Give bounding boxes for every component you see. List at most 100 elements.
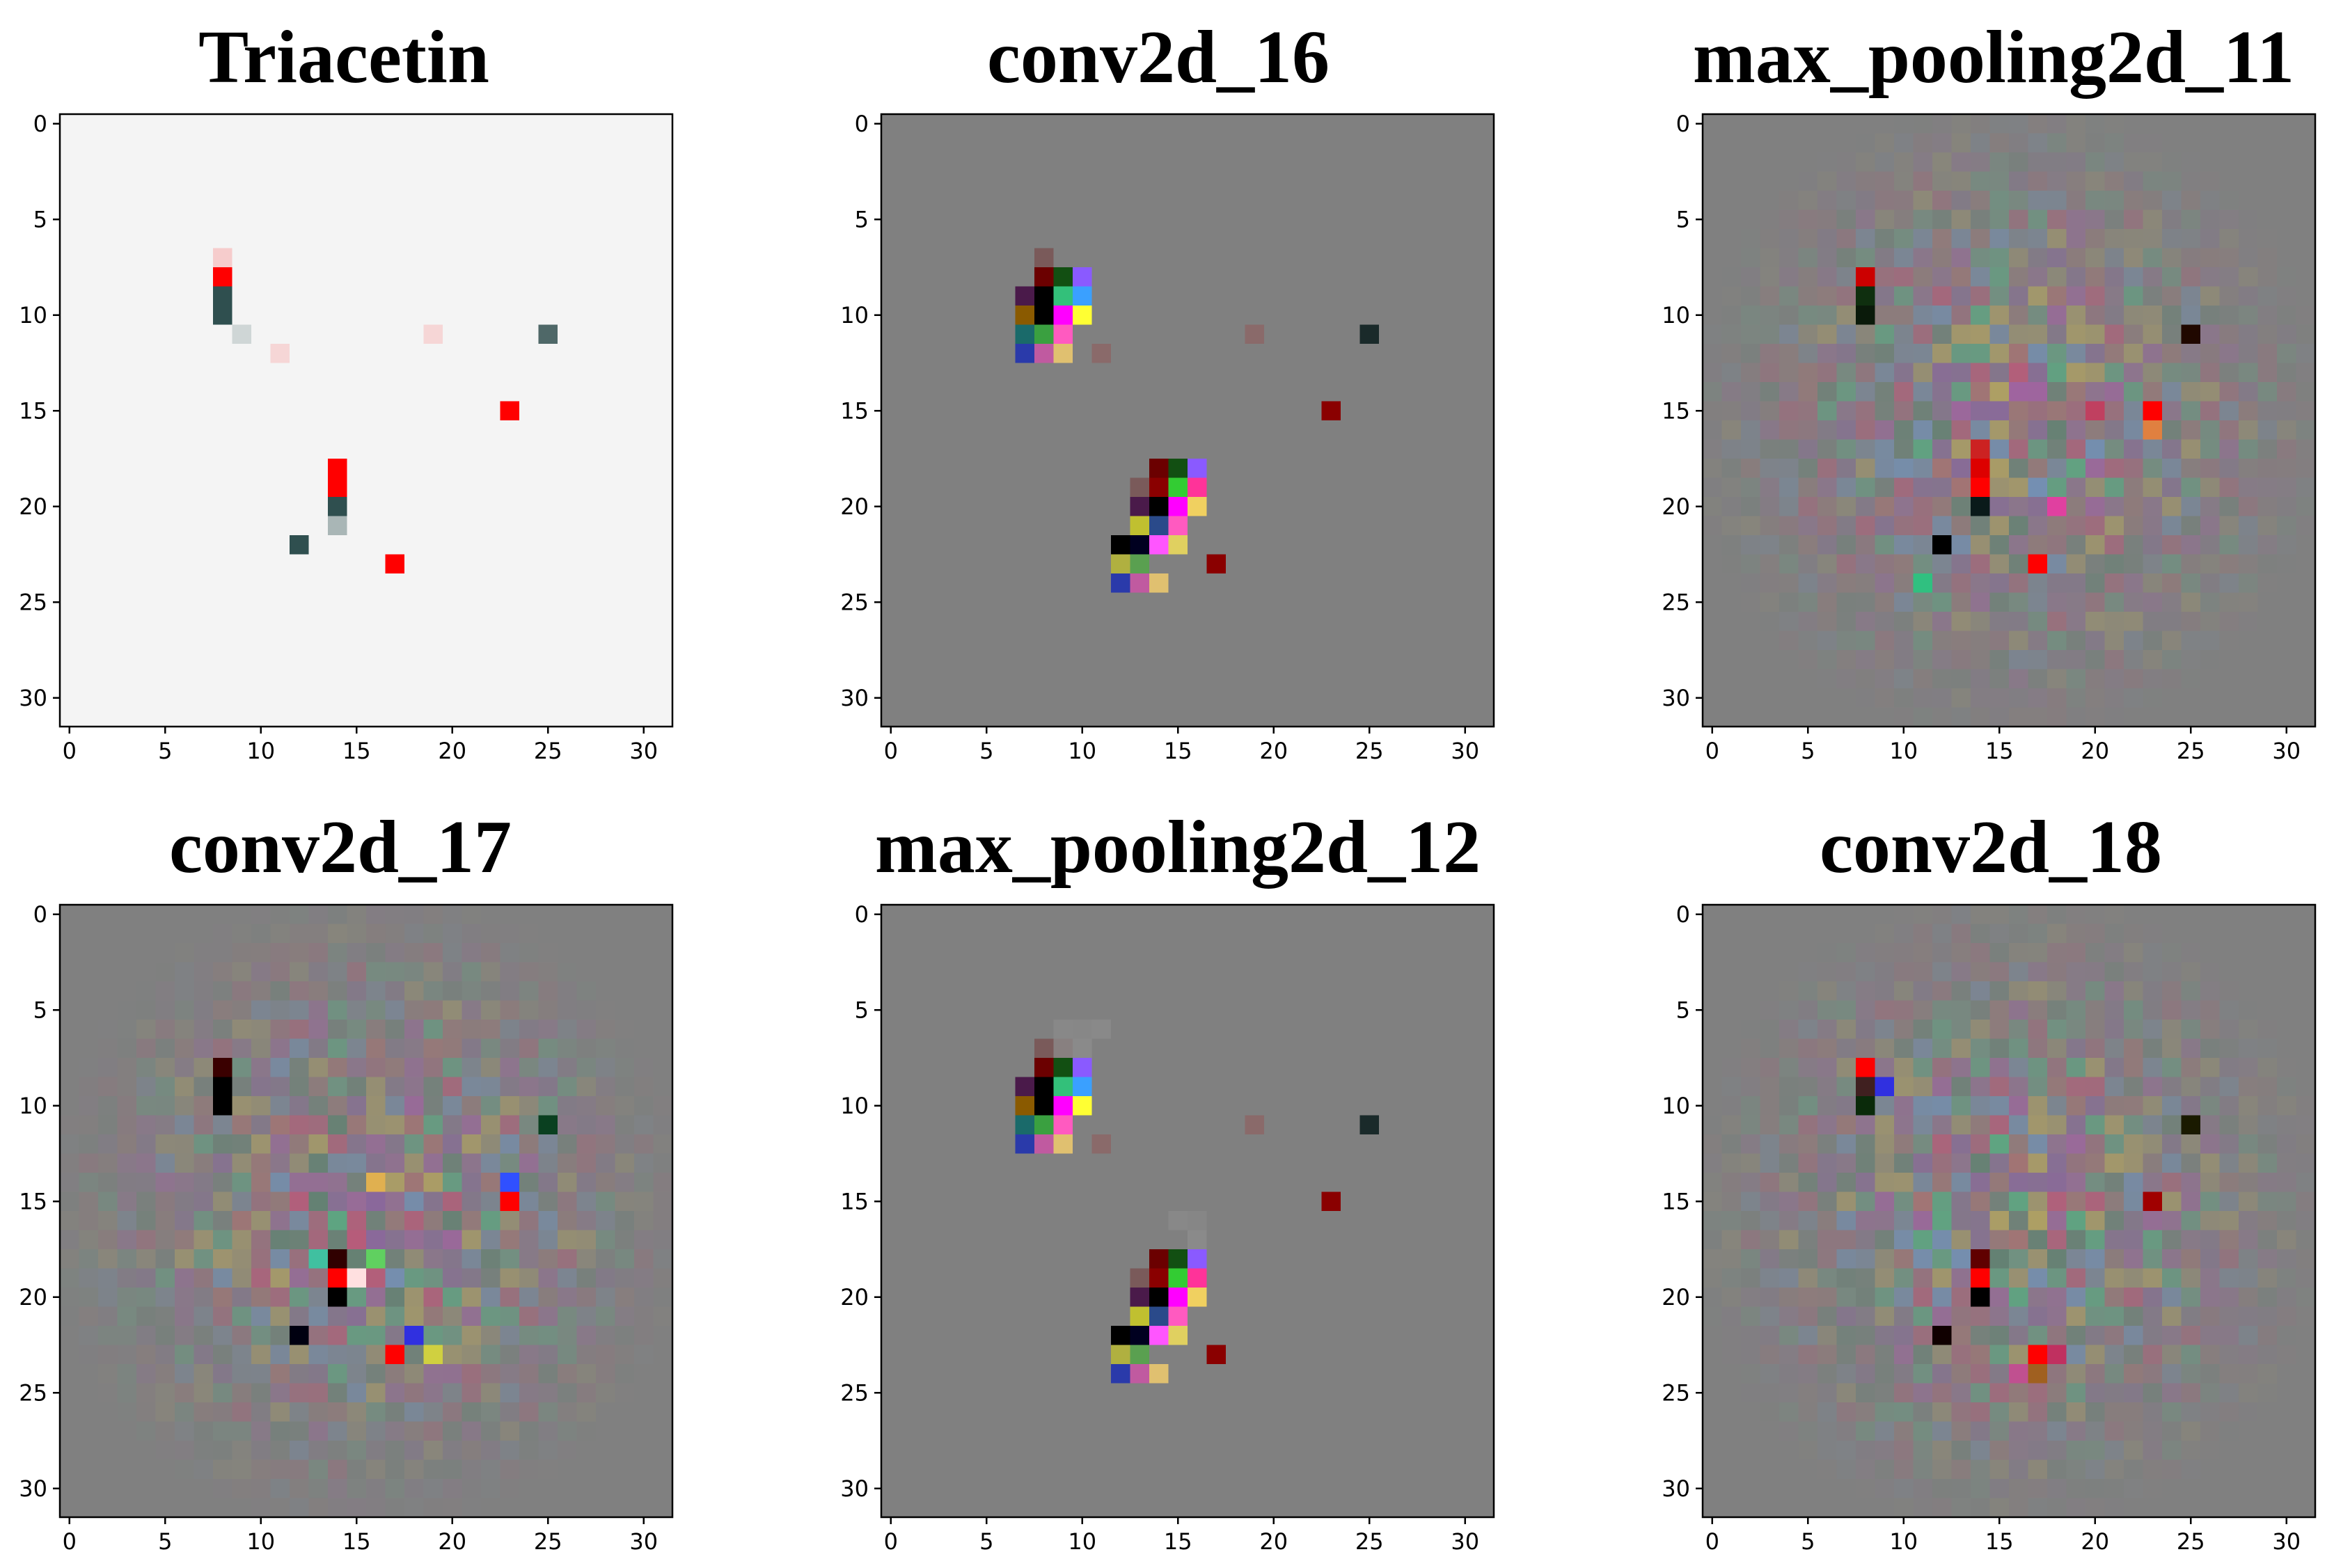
texture-cell	[2066, 229, 2086, 249]
texture-cell	[2104, 191, 2124, 211]
heatmap-cells	[1856, 267, 2200, 593]
texture-cell	[194, 924, 214, 944]
texture-cell	[1703, 535, 1723, 555]
texture-cell	[1741, 286, 1761, 306]
texture-cell	[1721, 420, 1742, 441]
texture-cell	[79, 1383, 99, 1403]
texture-cell	[79, 1038, 99, 1059]
texture-cell	[1989, 114, 2010, 134]
texture-cell	[1836, 1115, 1856, 1135]
texture-cell	[347, 1000, 367, 1020]
texture-cell	[1760, 707, 1780, 727]
texture-cell	[2009, 1498, 2029, 1518]
texture-cell	[98, 1230, 118, 1250]
texture-cell	[519, 1479, 539, 1499]
texture-cell	[1989, 209, 2010, 230]
texture-cell	[1721, 707, 1742, 727]
texture-cell	[2085, 133, 2106, 153]
texture-cell	[1836, 1134, 1856, 1155]
texture-cell	[175, 1498, 195, 1518]
texture-cell	[615, 1000, 635, 1020]
texture-cell	[2239, 248, 2259, 268]
texture-cell	[1932, 286, 1953, 306]
texture-cell	[2257, 439, 2278, 459]
texture-cell	[1741, 1000, 1761, 1020]
texture-cell	[270, 1441, 290, 1461]
texture-cell	[1971, 707, 1991, 727]
texture-cell	[653, 1421, 673, 1441]
texture-cell	[1971, 905, 1991, 925]
texture-cell	[653, 1441, 673, 1461]
texture-cell	[2124, 1268, 2144, 1288]
texture-cell	[1913, 459, 1933, 479]
texture-cell	[175, 1058, 195, 1078]
texture-cell	[385, 1115, 405, 1135]
texture-cell	[2219, 924, 2239, 944]
texture-cell	[653, 1020, 673, 1040]
texture-cell	[423, 1058, 443, 1078]
texture-cell	[404, 1345, 425, 1365]
texture-cell	[2257, 1345, 2278, 1365]
texture-cell	[2219, 650, 2239, 670]
texture-cell	[2296, 943, 2316, 963]
texture-cell	[1989, 1402, 2010, 1423]
heatmap-cell	[1168, 1326, 1188, 1345]
heatmap-cell	[366, 1173, 386, 1192]
texture-cell	[653, 1459, 673, 1480]
texture-cell	[481, 1249, 501, 1269]
texture-cell	[1760, 1000, 1780, 1020]
texture-cell	[1894, 229, 1914, 249]
texture-cell	[117, 1345, 137, 1365]
texture-cell	[2009, 171, 2029, 191]
texture-cell	[232, 1306, 252, 1327]
texture-cell	[1856, 229, 1876, 249]
texture-cell	[1875, 516, 1895, 536]
texture-cell	[328, 1211, 348, 1231]
texture-cell	[1741, 497, 1761, 517]
texture-cell	[385, 1288, 405, 1308]
texture-cell	[2066, 1191, 2086, 1212]
texture-cell	[538, 1058, 558, 1078]
texture-cell	[155, 1268, 175, 1288]
texture-cell	[79, 1058, 99, 1078]
texture-cell	[1779, 1249, 1799, 1269]
texture-cell	[1798, 459, 1818, 479]
texture-cell	[2296, 459, 2316, 479]
texture-cell	[2009, 1153, 2029, 1173]
texture-cell	[2066, 1498, 2086, 1518]
texture-cell	[576, 1249, 597, 1269]
texture-cell	[615, 1153, 635, 1173]
texture-cell	[2047, 1402, 2067, 1423]
texture-cell	[1703, 650, 1723, 670]
texture-cell	[2047, 631, 2067, 651]
texture-cell	[308, 1498, 329, 1518]
texture-cell	[2085, 535, 2106, 555]
texture-cell	[500, 1153, 520, 1173]
texture-cell	[366, 1038, 386, 1059]
texture-cell	[2257, 459, 2278, 479]
texture-cell	[1932, 209, 1953, 230]
texture-cell	[1951, 171, 1971, 191]
heatmap-cell	[423, 1345, 443, 1364]
texture-cell	[1856, 1211, 1876, 1231]
x-tick-label: 25	[534, 738, 562, 764]
texture-cell	[366, 1326, 386, 1346]
texture-cell	[1760, 1498, 1780, 1518]
texture-cell	[194, 1115, 214, 1135]
texture-cell	[1989, 1020, 2010, 1040]
texture-cell	[2239, 306, 2259, 326]
texture-cell	[136, 1096, 157, 1116]
texture-cell	[1817, 1211, 1838, 1231]
texture-cell	[2047, 1000, 2067, 1020]
texture-cell	[308, 1096, 329, 1116]
texture-cell	[2066, 114, 2086, 134]
texture-cell	[290, 1268, 310, 1288]
texture-cell	[1779, 924, 1799, 944]
x-tick-label: 5	[979, 1528, 993, 1555]
texture-cell	[2009, 962, 2029, 982]
texture-cell	[538, 1306, 558, 1327]
heatmap-cell	[2009, 1364, 2028, 1384]
texture-cell	[519, 943, 539, 963]
texture-cell	[1951, 516, 1971, 536]
